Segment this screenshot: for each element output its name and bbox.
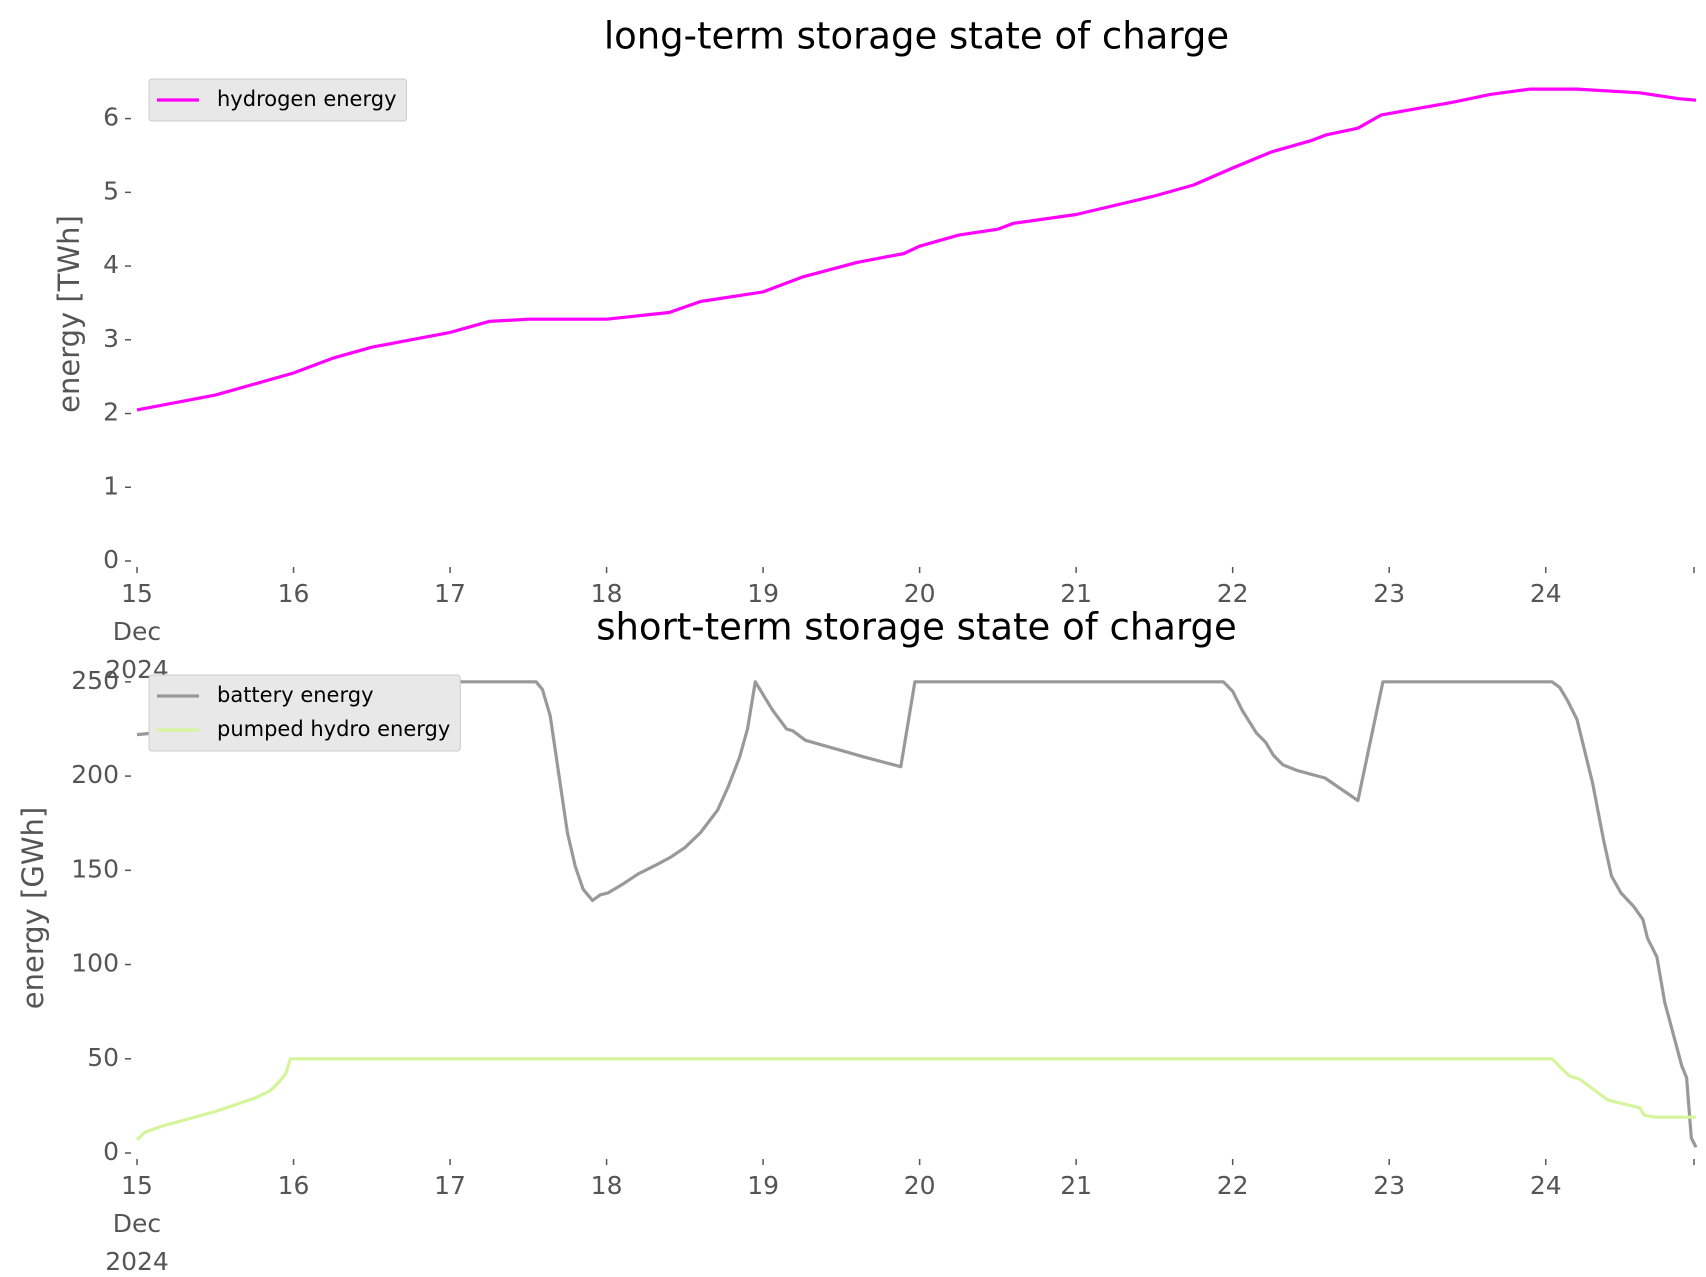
y-tick-label: 5	[103, 176, 119, 205]
y-tick-label: 6	[103, 103, 119, 132]
x-tick-label: 17	[434, 579, 466, 608]
y-axis-label: energy [TWh]	[52, 215, 86, 413]
x-tick-label: 21	[1060, 579, 1092, 608]
x-tick-label: 18	[591, 579, 623, 608]
x-tick-label: 16	[278, 579, 310, 608]
legend-label: battery energy	[217, 683, 374, 707]
x-tick-label: 22	[1217, 1171, 1249, 1200]
y-tick-label: 100	[71, 949, 119, 978]
line-series	[136, 680, 1698, 1149]
x-tick-label: 15 Dec 2024	[105, 1171, 169, 1276]
legend-label: pumped hydro energy	[217, 717, 450, 741]
x-tick-label: 24	[1530, 579, 1562, 608]
x-tick-label: 23	[1373, 1171, 1405, 1200]
x-tick-label: 21	[1060, 1171, 1092, 1200]
y-tick-label: 4	[103, 250, 119, 279]
y-tick-label: 2	[103, 398, 119, 427]
x-tick-label: 20	[904, 579, 936, 608]
x-tick-label: 24	[1530, 1171, 1562, 1200]
x-tick-label: 16	[278, 1171, 310, 1200]
legend: hydrogen energy	[148, 78, 407, 122]
legend-box	[148, 674, 461, 752]
y-tick-label: 0	[103, 545, 119, 574]
y-tick-label: 200	[71, 760, 119, 789]
x-tick-label: 22	[1217, 579, 1249, 608]
y-axis-label: energy [GWh]	[16, 807, 50, 1009]
legend-box	[148, 78, 407, 122]
x-tick-label: 18	[591, 1171, 623, 1200]
x-tick-label: 23	[1373, 579, 1405, 608]
chart-title: short-term storage state of charge	[596, 606, 1237, 649]
x-tick-label: 17	[434, 1171, 466, 1200]
x-tick-label: 20	[904, 1171, 936, 1200]
y-tick-label: 0	[103, 1137, 119, 1166]
x-tick-label: 15 Dec 2024	[105, 579, 169, 684]
y-tick-label: 250	[71, 666, 119, 695]
y-tick-label: 3	[103, 324, 119, 353]
y-tick-label: 150	[71, 854, 119, 883]
chart-title: long-term storage state of charge	[604, 15, 1229, 58]
y-tick-label: 1	[103, 471, 119, 500]
x-tick-label: 19	[747, 579, 779, 608]
y-tick-label: 50	[87, 1043, 119, 1072]
legend-label: hydrogen energy	[217, 87, 397, 111]
legend: battery energy pumped hydro energy	[148, 674, 461, 752]
x-tick-label: 19	[747, 1171, 779, 1200]
line-series	[135, 1057, 1696, 1141]
line-series	[136, 87, 1697, 412]
